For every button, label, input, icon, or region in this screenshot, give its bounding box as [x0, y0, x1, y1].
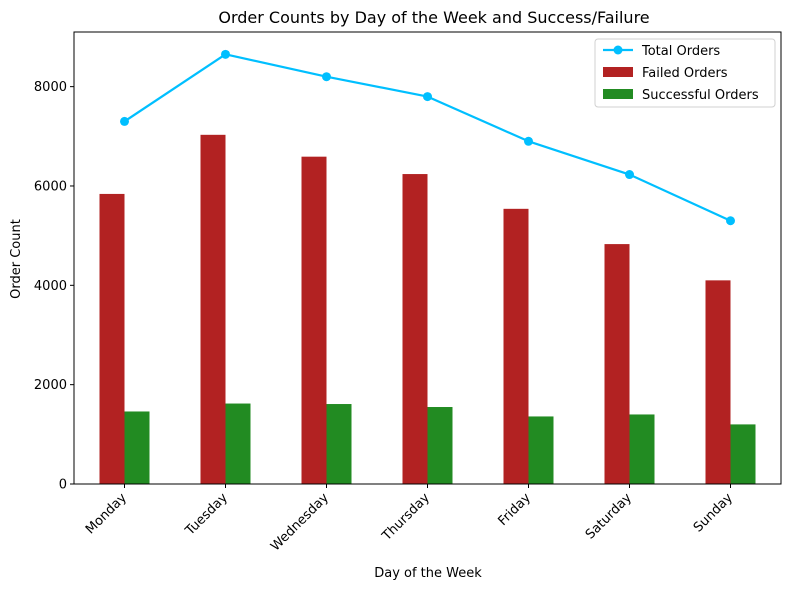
bar-successful-orders-sunday	[730, 424, 756, 484]
y-tick-label: 6000	[34, 179, 67, 194]
legend-box	[594, 38, 776, 108]
bar-successful-orders-tuesday	[225, 403, 251, 484]
bar-successful-orders-wednesday	[326, 404, 352, 484]
bar-failed-orders-saturday	[604, 244, 630, 484]
x-tick-label: Wednesday	[268, 490, 332, 554]
legend-label-successful-orders: Successful Orders	[642, 88, 759, 103]
x-tick-label: Monday	[83, 490, 130, 537]
x-tick-label: Tuesday	[182, 490, 231, 539]
bar-failed-orders-wednesday	[301, 156, 327, 484]
bar-failed-orders-friday	[503, 208, 529, 485]
chart-title: Order Counts by Day of the Week and Succ…	[218, 8, 649, 27]
x-tick-label: Saturday	[583, 490, 635, 542]
legend-swatch-failed-orders	[603, 67, 633, 77]
bar-successful-orders-saturday	[629, 414, 655, 484]
y-axis-label: Order Count	[9, 219, 24, 299]
point-total-orders-friday	[524, 136, 533, 146]
bar-successful-orders-thursday	[427, 407, 453, 484]
point-total-orders-sunday	[726, 216, 735, 226]
point-total-orders-thursday	[423, 92, 432, 102]
x-axis-label: Day of the Week	[374, 566, 482, 581]
bar-successful-orders-monday	[124, 411, 150, 484]
y-tick-label: 4000	[34, 279, 67, 294]
plot-area: 0 2000 4000 6000 8000 Monday Tuesday Wednesday T…	[34, 31, 782, 554]
legend: Total Orders Failed Orders Successful Orde…	[594, 38, 776, 108]
point-total-orders-saturday	[625, 170, 634, 180]
bar-failed-orders-sunday	[705, 280, 731, 484]
point-total-orders-tuesday	[221, 49, 230, 59]
legend-marker-total-orders	[613, 45, 623, 55]
x-tick-label: Thursday	[379, 490, 433, 544]
x-tick-label: Sunday	[691, 490, 736, 535]
legend-label-failed-orders: Failed Orders	[642, 66, 728, 81]
bar-failed-orders-monday	[99, 193, 125, 484]
x-tick-label: Friday	[495, 490, 534, 529]
point-total-orders-monday	[120, 116, 129, 126]
y-tick-label: 2000	[34, 378, 67, 393]
legend-swatch-successful-orders	[603, 89, 633, 99]
y-tick-label: 8000	[34, 80, 67, 95]
bar-successful-orders-friday	[528, 416, 554, 484]
y-tick-label: 0	[59, 478, 67, 493]
bar-failed-orders-thursday	[402, 174, 428, 485]
bar-failed-orders-tuesday	[200, 134, 226, 485]
legend-label-total-orders: Total Orders	[641, 44, 720, 59]
point-total-orders-wednesday	[322, 72, 331, 82]
